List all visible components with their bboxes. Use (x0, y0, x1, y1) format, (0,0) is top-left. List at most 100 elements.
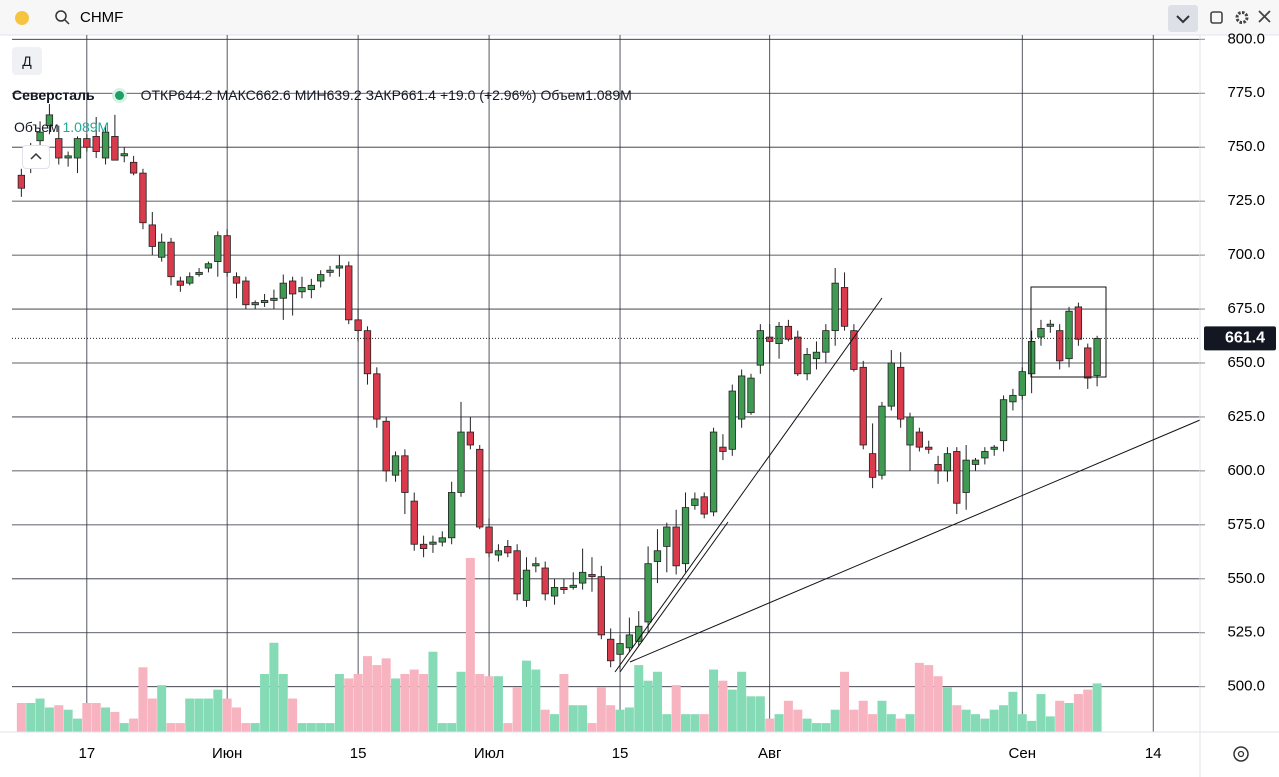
search-text[interactable]: CHMF (80, 9, 123, 26)
candle-body (597, 576, 605, 636)
volume-bar (372, 665, 382, 732)
volume-bar (147, 698, 157, 732)
candle-body (868, 453, 877, 478)
close-value: 661.4 (400, 87, 436, 103)
volume-bar (138, 667, 148, 732)
volume-bar (391, 678, 401, 732)
volume-bar (989, 709, 999, 732)
volume-label: Объем (540, 87, 586, 103)
candle-body (831, 282, 839, 332)
high-label: МАКС (216, 87, 256, 103)
close-button[interactable] (1258, 10, 1271, 23)
volume-bar (681, 714, 691, 732)
toolbar (0, 0, 1279, 35)
volume-bar (1055, 700, 1065, 732)
volume-bar (306, 723, 316, 732)
last-price-label: 661.4 (1225, 330, 1265, 347)
candle-body (943, 453, 952, 472)
candle-body (607, 638, 615, 662)
volume-bar (624, 707, 634, 732)
candle-body (1027, 341, 1036, 375)
candle-body (214, 235, 222, 262)
volume-bar (727, 689, 737, 732)
candle-body (550, 587, 559, 597)
axis-settings[interactable] (1233, 746, 1249, 762)
volume-bar (1083, 689, 1093, 732)
candle-body (457, 431, 465, 493)
volume-bar (465, 558, 475, 732)
search-icon-handle (64, 19, 70, 25)
candle-body (953, 451, 961, 504)
collapse-button[interactable] (22, 145, 50, 169)
volume-bar (503, 723, 513, 732)
candle-body (92, 136, 100, 152)
range-box (1030, 286, 1107, 378)
candle-body (897, 366, 905, 420)
close-label: ЗАКР (365, 87, 401, 103)
candle-body (1009, 394, 1017, 403)
volume-bar (652, 671, 662, 732)
interval-text: Д (22, 53, 32, 69)
volume-bar (811, 723, 821, 732)
volume-bar (559, 674, 569, 732)
candle-body (345, 265, 353, 321)
volume-bar (830, 709, 840, 732)
axis-settings-center (1237, 750, 1245, 758)
candle-body (279, 282, 287, 299)
volume-bar (297, 723, 307, 732)
volume-bar (596, 687, 606, 732)
volume-bar (232, 707, 242, 732)
trend-line (614, 297, 883, 673)
x-tick-label: 15 (350, 745, 367, 762)
candle-body (822, 330, 830, 353)
candle-body (859, 366, 867, 446)
volume-bar (213, 689, 223, 732)
volume-label: Объем (14, 119, 59, 135)
legend: Северсталь ОТКР644.2 МАКС662.6 МИН639.2 ЗАКР… (12, 87, 636, 103)
status-dot (114, 91, 124, 100)
candle-body (990, 446, 998, 450)
y-tick-label: 750.0 (1227, 138, 1265, 155)
candle-body (363, 330, 372, 375)
window-button[interactable] (1210, 11, 1223, 24)
volume-bar (400, 674, 410, 732)
candle-body (45, 114, 54, 127)
candle-body (700, 496, 708, 515)
volume-bar (970, 714, 980, 732)
volume-bar (334, 674, 344, 732)
y-tick-label: 725.0 (1227, 192, 1265, 209)
candle-body (513, 550, 521, 595)
candle-body (653, 550, 662, 562)
volume-bar (531, 669, 541, 732)
y-tick-label: 775.0 (1227, 84, 1265, 101)
x-tick-label: Сен (1009, 745, 1036, 762)
trend-line (629, 419, 1201, 663)
candle-body (485, 526, 493, 554)
y-tick-label: 800.0 (1227, 30, 1265, 47)
candle-body (522, 569, 531, 601)
volume-bar (129, 718, 139, 732)
volume-bar (858, 700, 868, 732)
volume-bar (437, 723, 447, 732)
dropdown-button[interactable] (1168, 5, 1198, 32)
candle-body (887, 362, 895, 407)
volume-bar (783, 700, 793, 732)
y-tick-label: 700.0 (1227, 246, 1265, 263)
search-icon[interactable] (55, 10, 67, 22)
candle-body (476, 448, 484, 528)
settings-button[interactable] (1235, 11, 1249, 24)
y-tick-label: 575.0 (1227, 516, 1265, 533)
candle-body (1093, 337, 1101, 376)
volume-bar (456, 671, 466, 732)
volume-bar (222, 698, 232, 732)
volume-bar (166, 723, 176, 732)
interval-button[interactable]: Д (12, 47, 42, 75)
candle-body (373, 373, 381, 420)
candle-body (672, 526, 680, 567)
volume-bar (709, 669, 719, 732)
volume-bar (1017, 714, 1027, 732)
candle-body (560, 587, 568, 590)
y-tick-label: 675.0 (1227, 300, 1265, 317)
volume-bar (353, 674, 363, 732)
volume-bar (877, 700, 887, 732)
